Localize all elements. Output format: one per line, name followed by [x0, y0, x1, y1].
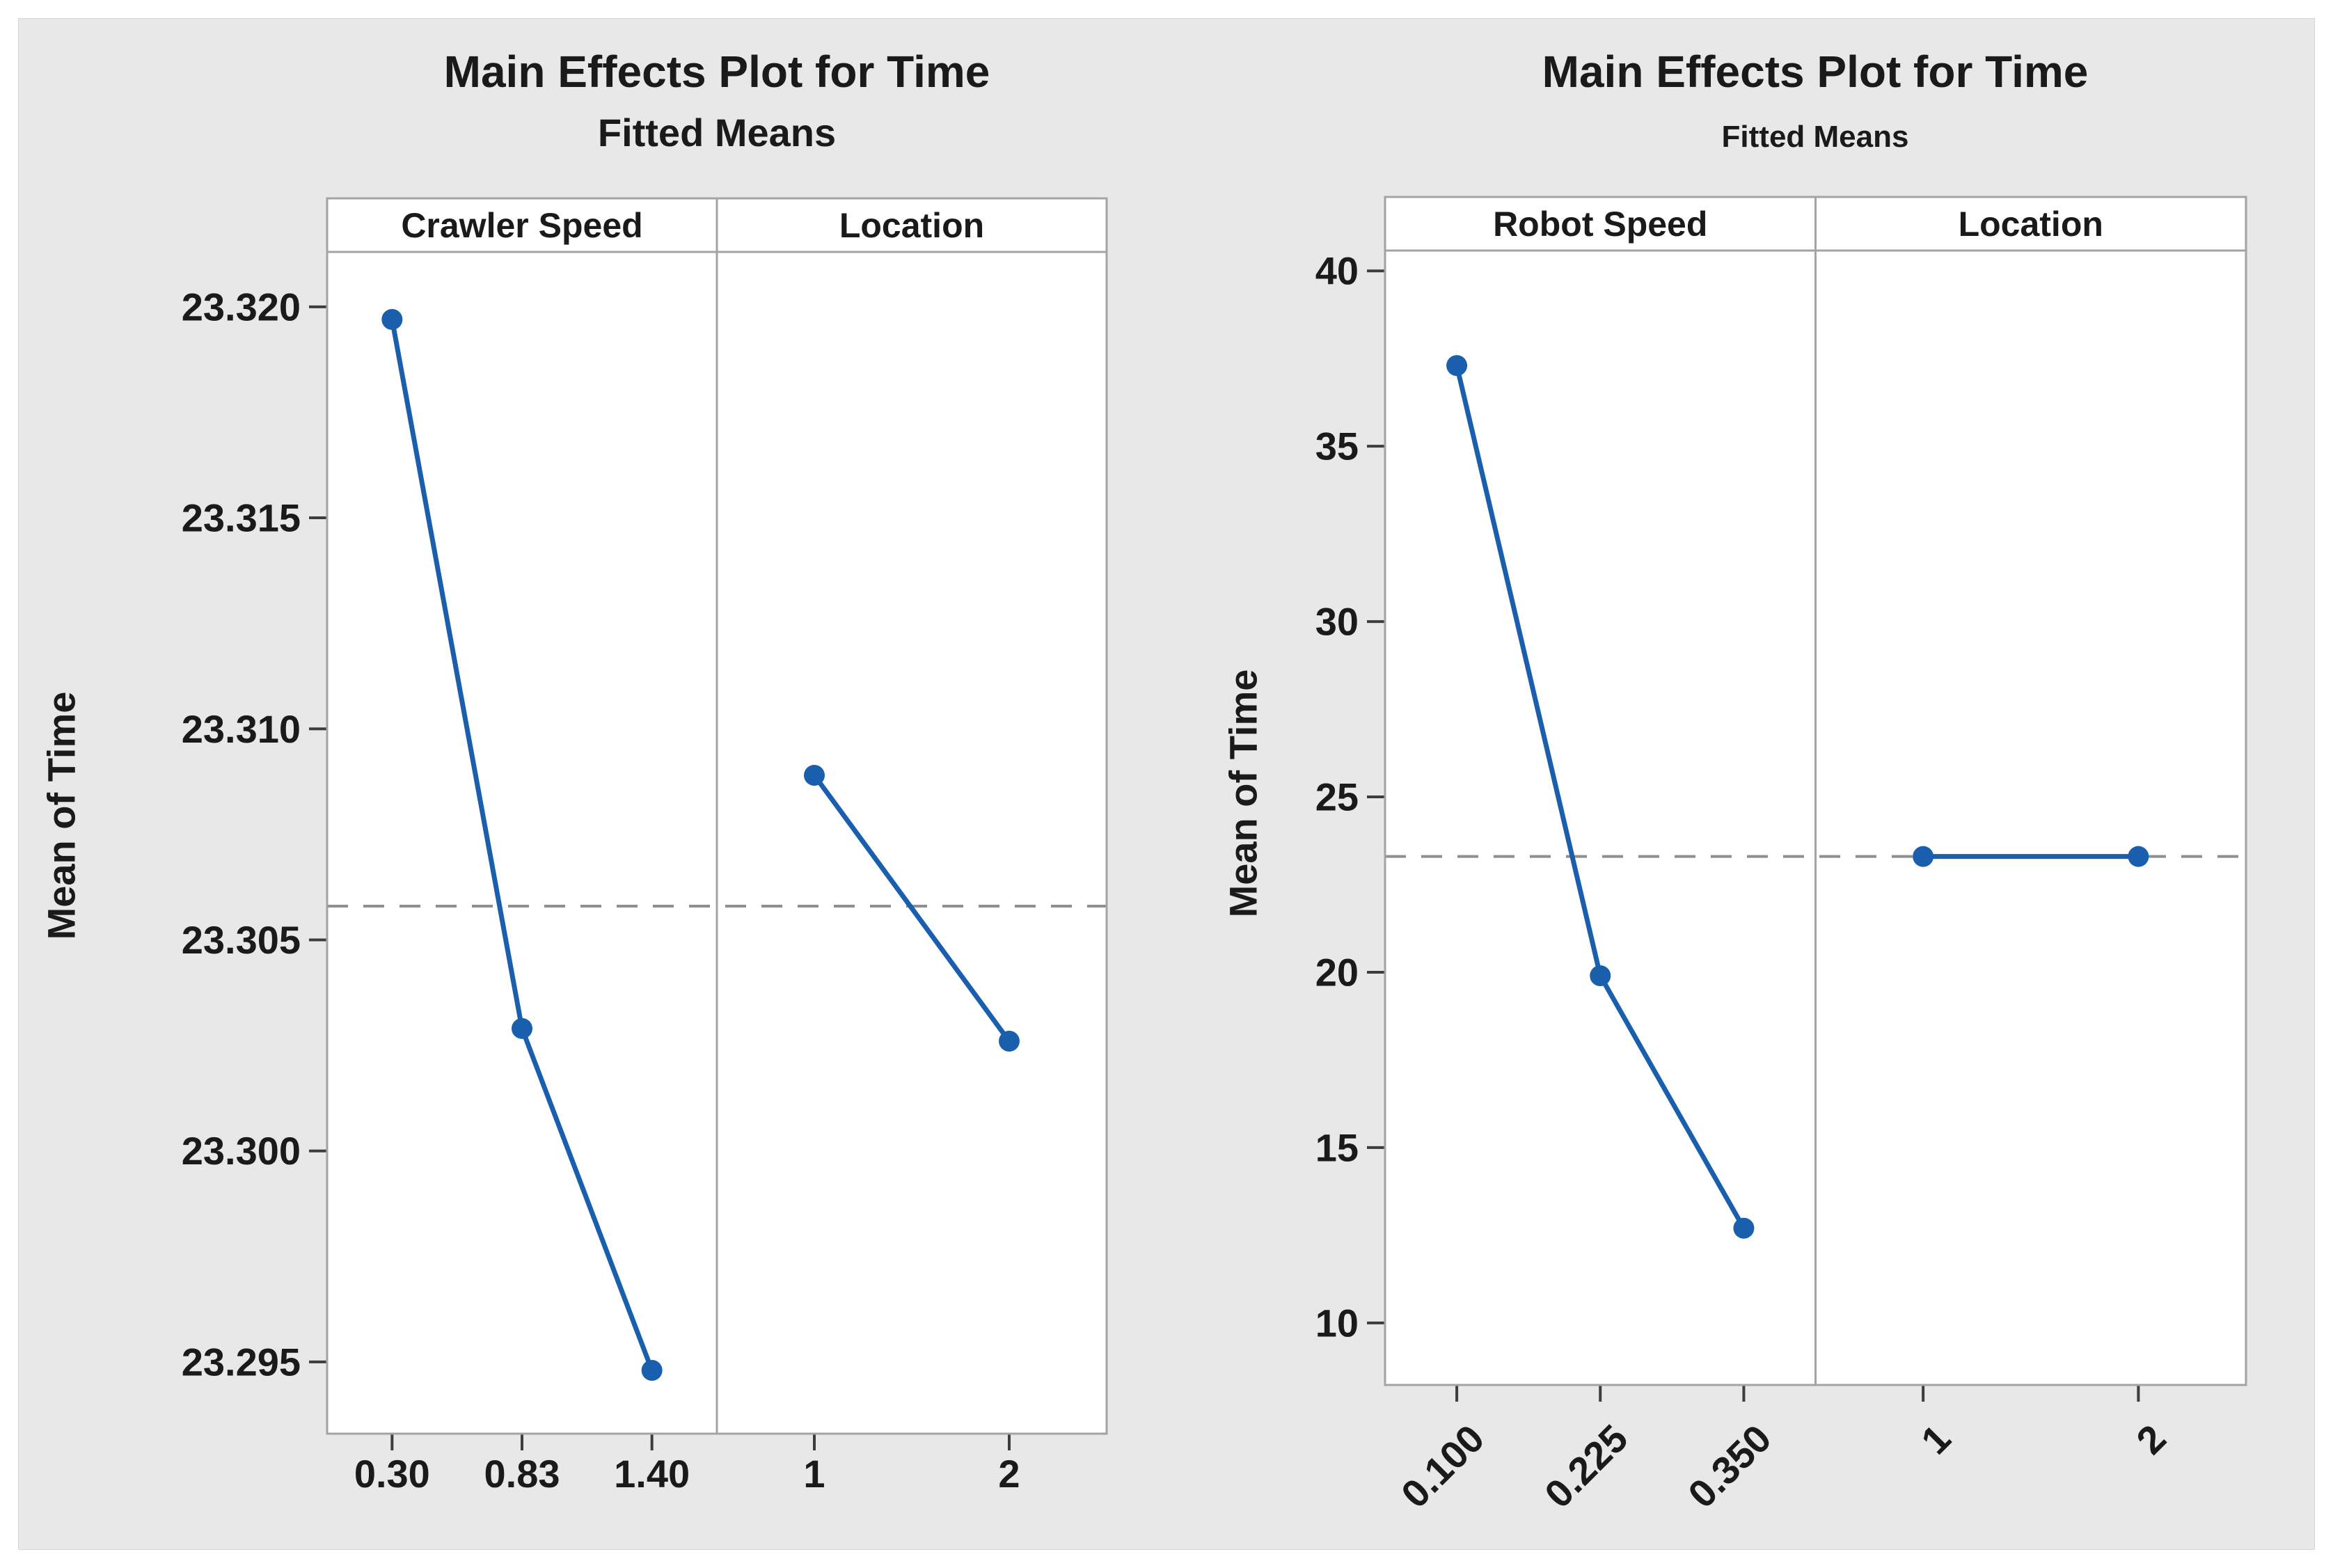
- data-point-0-0-0: [381, 309, 403, 331]
- y-tick-label: 10: [1315, 1301, 1359, 1345]
- panel-border-0: [326, 197, 1108, 1435]
- chart-left-panel-header-crawler-speed: Crawler Speed: [401, 205, 643, 245]
- data-point-1-1-0: [1913, 846, 1934, 867]
- chart-right-title: Main Effects Plot for Time: [1542, 47, 2089, 97]
- data-point-0-0-2: [641, 1360, 663, 1381]
- x-tick-label: 1: [1913, 1416, 1959, 1463]
- x-tick-label: 1: [803, 1452, 825, 1496]
- data-point-1-1-1: [2128, 846, 2149, 867]
- data-point-1-0-2: [1733, 1217, 1755, 1239]
- series-line-0-1: [812, 773, 1011, 1043]
- x-tick-label: 2: [998, 1452, 1020, 1496]
- chart-left-y-axis-title: Mean of Time: [39, 691, 84, 940]
- y-tick-label: 15: [1315, 1125, 1359, 1169]
- chart-left-title: Main Effects Plot for Time: [443, 47, 990, 97]
- y-tick-label: 25: [1315, 775, 1359, 819]
- y-tick-label: 23.305: [182, 918, 301, 962]
- chart-right-subtitle: Fitted Means: [1721, 120, 1909, 154]
- y-tick-label: 23.295: [182, 1340, 301, 1384]
- x-tick-label: 1.40: [614, 1452, 690, 1496]
- data-point-0-1-1: [999, 1031, 1020, 1052]
- x-tick-label: 2: [2128, 1416, 2174, 1463]
- y-tick-label: 20: [1315, 950, 1359, 994]
- y-tick-label: 23.300: [182, 1129, 301, 1173]
- chart-left-panel-header-location: Location: [839, 205, 985, 245]
- x-tick-label: 0.100: [1393, 1416, 1493, 1516]
- y-tick-label: 23.320: [182, 285, 301, 328]
- y-tick-label: 23.310: [182, 707, 301, 751]
- data-point-1-0-0: [1446, 355, 1468, 377]
- chart-left-subtitle: Fitted Means: [597, 111, 837, 155]
- x-tick-label: 0.30: [354, 1452, 430, 1496]
- y-tick-label: 23.315: [182, 496, 301, 540]
- chart-right-panel-header-robot-speed: Robot Speed: [1493, 204, 1708, 244]
- data-point-0-0-1: [512, 1017, 532, 1039]
- y-tick-label: 35: [1315, 425, 1359, 468]
- panel-border-1: [1384, 196, 2247, 1386]
- data-point-1-0-1: [1590, 965, 1611, 986]
- chart-right-y-axis-title: Mean of Time: [1221, 669, 1265, 918]
- x-tick-label: 0.225: [1536, 1416, 1636, 1516]
- x-tick-label: 0.83: [484, 1452, 560, 1496]
- y-tick-label: 40: [1315, 249, 1359, 293]
- data-point-0-1-0: [804, 764, 825, 786]
- chart-right-panel-header-location: Location: [1958, 204, 2103, 244]
- y-tick-label: 30: [1315, 600, 1359, 644]
- x-tick-label: 0.350: [1679, 1416, 1780, 1516]
